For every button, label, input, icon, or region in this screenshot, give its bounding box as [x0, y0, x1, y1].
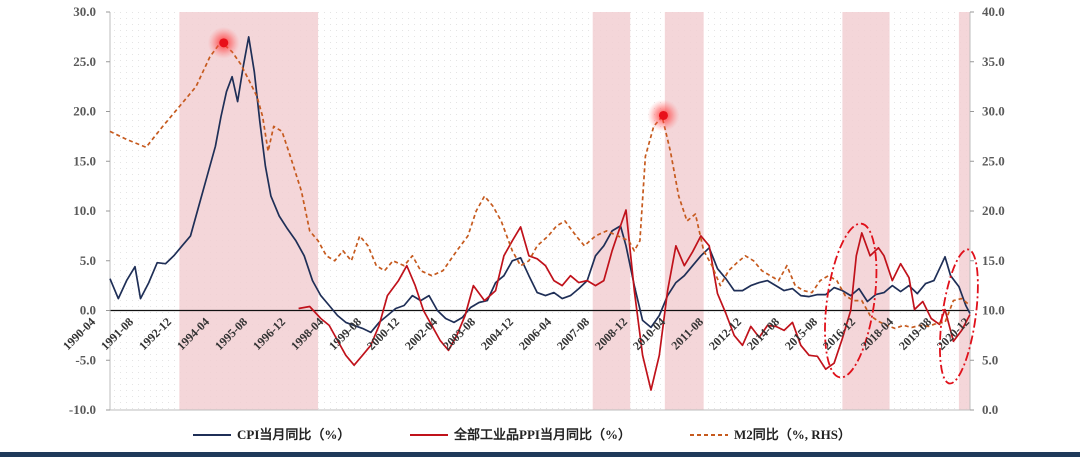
shaded-period-4 [958, 12, 970, 410]
left-tick-label: 20.0 [73, 104, 96, 119]
shaded-period-3 [842, 12, 890, 410]
series-line-0 [109, 36, 971, 334]
right-tick-label: 15.0 [982, 253, 1005, 268]
left-tick-label: 30.0 [73, 4, 96, 19]
legend-label-1: 全部工业品PPI当月同比（%） [453, 427, 631, 442]
bottom-rule [0, 452, 1080, 457]
right-tick-label: 40.0 [982, 4, 1005, 19]
right-tick-label: 35.0 [982, 54, 1005, 69]
right-tick-label: 25.0 [982, 153, 1005, 168]
right-tick-label: 0.0 [982, 402, 998, 417]
left-tick-label: -10.0 [69, 402, 96, 417]
right-tick-label: 5.0 [982, 352, 998, 367]
legend-label-0: CPI当月同比（%） [237, 427, 350, 442]
shaded-period-1 [592, 12, 631, 410]
shaded-period-0 [179, 12, 319, 410]
left-tick-label: 5.0 [80, 253, 96, 268]
right-tick-label: 10.0 [982, 303, 1005, 318]
annotation-ellipse-0 [824, 222, 878, 379]
right-tick-label: 20.0 [982, 203, 1005, 218]
left-tick-label: 0.0 [80, 303, 96, 318]
left-tick-label: -5.0 [75, 352, 96, 367]
left-tick-label: 10.0 [73, 203, 96, 218]
series-line-1 [298, 209, 971, 391]
series-line-2 [109, 40, 971, 330]
left-tick-label: 25.0 [73, 54, 96, 69]
legend-label-2: M2同比（%, RHS） [734, 427, 851, 442]
x-tick-label: 1990-04 [60, 315, 98, 353]
highlight-dot-0 [219, 38, 229, 48]
left-tick-label: 15.0 [73, 153, 96, 168]
annotation-ellipse-1 [939, 248, 979, 385]
right-tick-label: 30.0 [982, 104, 1005, 119]
highlight-dot-1 [658, 110, 668, 120]
